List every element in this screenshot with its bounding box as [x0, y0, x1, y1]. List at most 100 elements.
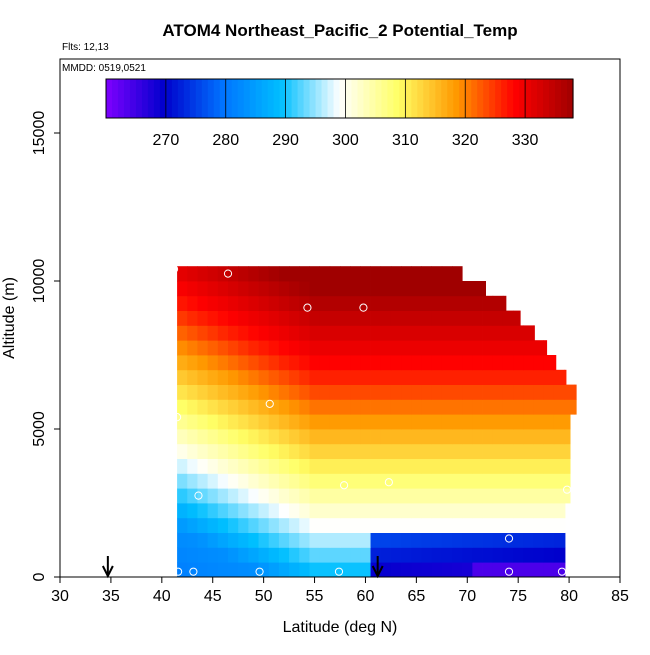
heatmap-cell: [543, 488, 555, 504]
heatmap-cell: [268, 369, 280, 385]
heatmap-cell: [319, 547, 331, 563]
colorbar-segment: [405, 79, 412, 118]
x-tick-label: 45: [204, 588, 222, 605]
heatmap-cell: [329, 325, 341, 341]
profile-point: [384, 478, 393, 487]
profile-point: [557, 567, 567, 576]
heatmap-cell: [329, 295, 341, 311]
heatmap-cell: [401, 266, 412, 282]
heatmap-cell: [217, 295, 229, 311]
heatmap-cell: [421, 443, 433, 459]
heatmap-cell: [299, 325, 310, 341]
colorbar-segment: [183, 79, 191, 118]
heatmap-cell: [268, 355, 280, 371]
heatmap-cell: [390, 473, 402, 489]
colorbar-segment: [315, 79, 323, 118]
heatmap-cell: [472, 517, 483, 533]
heatmap-cell: [421, 414, 433, 430]
colorbar-segment: [387, 79, 394, 118]
heatmap-cell: [309, 532, 321, 548]
heatmap-cell: [431, 310, 443, 326]
heatmap-cell: [217, 429, 229, 445]
heatmap-cell: [411, 429, 422, 445]
heatmap-cell: [319, 355, 331, 371]
colorbar-segment: [249, 79, 257, 118]
heatmap-cell: [268, 503, 280, 519]
heatmap-cell: [502, 517, 514, 533]
heatmap-cell: [411, 503, 422, 519]
heatmap-cell: [228, 295, 239, 311]
heatmap-cell: [431, 517, 443, 533]
colorbar-segment: [429, 79, 436, 118]
heatmap-cell: [564, 503, 566, 519]
colorbar-segment: [231, 79, 239, 118]
heatmap-cell: [207, 532, 219, 548]
heatmap-cell: [452, 458, 463, 474]
heatmap-cell: [452, 532, 463, 548]
heatmap-cell: [278, 355, 290, 371]
heatmap-cell: [441, 414, 453, 430]
heatmap-cell: [523, 325, 534, 341]
heatmap-cell: [462, 281, 473, 297]
heatmap-cell: [238, 517, 249, 533]
heatmap-cell: [533, 340, 545, 356]
heatmap-cell: [441, 355, 453, 371]
heatmap-cell: [513, 369, 524, 385]
heatmap-cell: [268, 473, 280, 489]
heatmap-cell: [289, 355, 300, 371]
heatmap-cell: [492, 443, 504, 459]
colorbar-tick-label: 270: [153, 132, 180, 149]
heatmap-cell: [329, 517, 341, 533]
heatmap-cell: [197, 503, 209, 519]
heatmap-cell: [187, 340, 198, 356]
heatmap-cell: [309, 429, 321, 445]
heatmap-cell: [177, 503, 188, 519]
heatmap-cell: [187, 443, 198, 459]
colorbar-segment: [525, 79, 532, 118]
heatmap-cell: [299, 310, 310, 326]
heatmap-cell: [238, 384, 249, 400]
heatmap-cell: [421, 369, 433, 385]
heatmap-cell: [177, 517, 188, 533]
heatmap-cell: [278, 384, 290, 400]
heatmap-cell: [553, 369, 565, 385]
colorbar-segment: [477, 79, 484, 118]
heatmap-cell: [350, 517, 361, 533]
heatmap-cell: [401, 369, 412, 385]
heatmap-cell: [472, 310, 483, 326]
heatmap-cell: [207, 488, 219, 504]
heatmap-cell: [350, 458, 361, 474]
heatmap-cell: [258, 295, 270, 311]
heatmap-cell: [431, 355, 443, 371]
heatmap-cell: [258, 266, 270, 282]
heatmap-cell: [513, 443, 524, 459]
heatmap-cell: [482, 517, 494, 533]
heatmap-cell: [217, 384, 229, 400]
heatmap-cell: [207, 429, 219, 445]
heatmap-cell: [533, 369, 545, 385]
axes: 30 35 40 45 50 55 60 65 70 75 80 85 0 5000 10000 15000: [31, 111, 629, 605]
heatmap-cell: [441, 532, 453, 548]
heatmap-cell: [258, 473, 270, 489]
heatmap-cell: [441, 473, 453, 489]
heatmap-cell: [197, 488, 209, 504]
heatmap-cell: [248, 532, 259, 548]
x-tick-label: 75: [509, 588, 527, 605]
heatmap-cell: [564, 384, 575, 400]
colorbar-segment: [543, 79, 550, 118]
heatmap-cell: [533, 443, 545, 459]
heatmap-cell: [380, 399, 392, 415]
heatmap-cell: [441, 547, 453, 563]
colorbar-segment: [261, 79, 269, 118]
heatmap-cell: [462, 443, 473, 459]
heatmap-cell: [228, 547, 239, 563]
heatmap-cell: [289, 443, 300, 459]
heatmap-cell: [441, 384, 453, 400]
heatmap-cell: [177, 281, 188, 297]
heatmap-cell: [472, 414, 483, 430]
heatmap-cell: [370, 517, 382, 533]
heatmap-cell: [553, 488, 565, 504]
y-tick-label: 10000: [31, 259, 48, 304]
heatmap-cell: [411, 266, 422, 282]
heatmap-cell: [452, 369, 463, 385]
